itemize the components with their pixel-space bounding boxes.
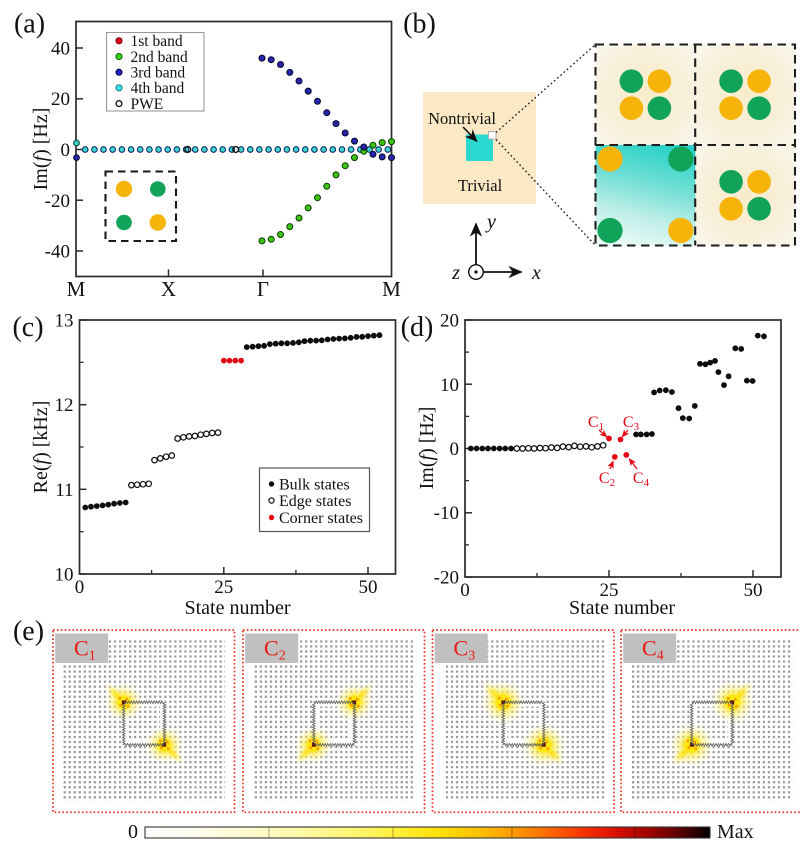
svg-text:-40: -40: [45, 242, 70, 263]
svg-text:25: 25: [214, 577, 233, 598]
svg-text:Γ: Γ: [257, 277, 269, 301]
svg-text:(a): (a): [14, 9, 45, 40]
svg-text:x: x: [531, 262, 541, 284]
svg-text:Edge states: Edge states: [279, 493, 351, 510]
svg-text:0: 0: [128, 821, 138, 843]
svg-text:Im(f) [Hz]: Im(f) [Hz]: [30, 108, 52, 191]
svg-text:(e): (e): [13, 616, 44, 647]
svg-text:Im(f) [Hz]: Im(f) [Hz]: [416, 407, 438, 490]
svg-text:Nontrivial: Nontrivial: [428, 109, 496, 128]
svg-text:State number: State number: [184, 597, 290, 619]
svg-text:0: 0: [75, 577, 85, 598]
svg-text:(b): (b): [403, 9, 436, 40]
svg-text:50: 50: [744, 580, 763, 601]
svg-text:0: 0: [460, 580, 470, 601]
svg-text:0: 0: [450, 439, 460, 460]
svg-text:X: X: [161, 277, 176, 301]
svg-text:40: 40: [51, 39, 70, 60]
svg-text:Trivial: Trivial: [458, 176, 503, 195]
svg-text:(d): (d): [401, 312, 434, 343]
svg-text:10: 10: [440, 375, 459, 396]
svg-text:Re(f) [kHz]: Re(f) [kHz]: [30, 401, 52, 494]
svg-text:3rd band: 3rd band: [131, 65, 186, 82]
svg-text:PWE: PWE: [131, 96, 164, 113]
svg-text:50: 50: [359, 577, 378, 598]
svg-text:State number: State number: [569, 597, 675, 619]
svg-text:4th band: 4th band: [131, 80, 185, 97]
svg-text:-20: -20: [434, 568, 459, 589]
svg-text:20: 20: [51, 89, 70, 110]
svg-text:(c): (c): [12, 312, 43, 343]
svg-text:Bulk states: Bulk states: [279, 477, 350, 494]
svg-text:-10: -10: [434, 503, 459, 524]
svg-text:z: z: [451, 262, 460, 284]
svg-text:13: 13: [55, 311, 74, 332]
svg-text:12: 12: [55, 395, 74, 416]
svg-text:20: 20: [440, 311, 459, 332]
svg-text:2nd band: 2nd band: [131, 49, 189, 66]
svg-text:-20: -20: [45, 191, 70, 212]
svg-text:10: 10: [55, 565, 74, 586]
svg-text:M: M: [67, 277, 86, 301]
svg-text:0: 0: [61, 140, 71, 161]
svg-text:Max: Max: [717, 821, 754, 843]
svg-text:M: M: [382, 277, 401, 301]
svg-text:25: 25: [600, 580, 619, 601]
svg-text:1st band: 1st band: [131, 33, 183, 50]
svg-text:Corner states: Corner states: [279, 510, 363, 527]
svg-text:y: y: [485, 211, 496, 233]
svg-text:11: 11: [55, 480, 73, 501]
